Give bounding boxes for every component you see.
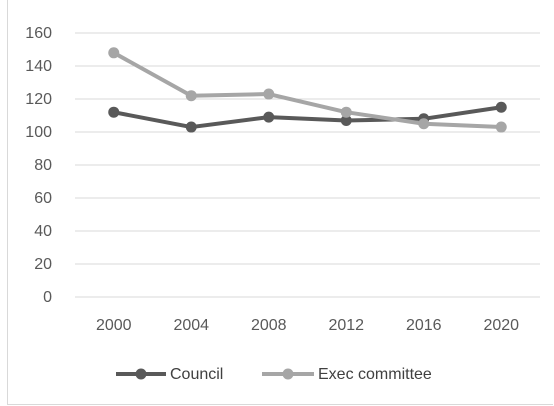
legend-item-exec-committee: Exec committee	[262, 366, 432, 383]
series-line-council	[113, 105, 502, 130]
data-point-council	[108, 106, 120, 118]
data-point-council	[340, 114, 352, 126]
x-tick-label: 2008	[251, 317, 287, 334]
y-tick-label: 60	[34, 190, 52, 207]
x-axis-tick-labels: 2000 2004 2008 2012 2016 2020	[96, 317, 519, 334]
series-points	[108, 47, 507, 133]
data-point-exec-committee	[418, 118, 430, 130]
y-tick-label: 80	[34, 157, 52, 174]
legend-label: Council	[170, 366, 223, 383]
data-point-exec-committee	[495, 121, 507, 133]
y-tick-label: 160	[25, 25, 52, 42]
data-point-council	[495, 101, 507, 113]
data-point-exec-committee	[185, 90, 197, 102]
y-tick-label: 20	[34, 256, 52, 273]
x-tick-label: 2020	[483, 317, 519, 334]
y-tick-label: 120	[25, 91, 52, 108]
series-lines	[112, 51, 502, 130]
data-point-exec-committee	[263, 88, 275, 100]
y-tick-label: 100	[25, 124, 52, 141]
legend: Council Exec committee	[116, 366, 432, 383]
y-tick-label: 40	[34, 223, 52, 240]
x-tick-label: 2016	[406, 317, 442, 334]
legend-item-council: Council	[116, 366, 223, 383]
series-line-exec-committee	[112, 51, 502, 130]
data-point-exec-committee	[340, 106, 352, 118]
x-tick-label: 2004	[173, 317, 209, 334]
data-point-council	[263, 111, 275, 123]
legend-swatch-marker	[135, 368, 147, 380]
y-tick-label: 140	[25, 58, 52, 75]
y-axis-tick-labels: 0 20 40 60 80 100 120 140 160	[25, 25, 52, 306]
chart-frame	[7, 0, 553, 405]
x-tick-label: 2012	[328, 317, 364, 334]
data-point-council	[185, 121, 197, 133]
legend-label: Exec committee	[318, 366, 432, 383]
legend-swatch-marker	[282, 368, 294, 380]
gridlines	[75, 32, 540, 298]
data-point-exec-committee	[108, 47, 120, 59]
y-tick-label: 0	[43, 289, 52, 306]
x-tick-label: 2000	[96, 317, 132, 334]
